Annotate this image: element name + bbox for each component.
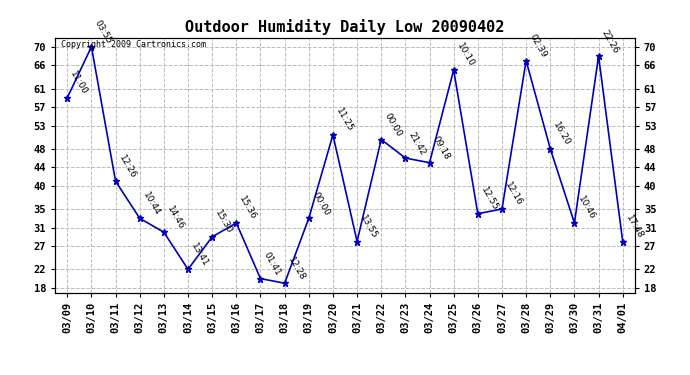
Text: 15:30: 15:30 [214, 209, 235, 236]
Text: 10:10: 10:10 [455, 42, 476, 69]
Text: 12:16: 12:16 [504, 181, 524, 208]
Text: 12:26: 12:26 [117, 153, 137, 180]
Text: 22:26: 22:26 [600, 28, 620, 55]
Text: 00:00: 00:00 [310, 190, 331, 217]
Text: 17:48: 17:48 [624, 213, 644, 240]
Text: 11:00: 11:00 [69, 69, 90, 96]
Text: 11:25: 11:25 [335, 106, 355, 134]
Text: 12:28: 12:28 [286, 255, 306, 282]
Text: 14:46: 14:46 [166, 204, 186, 231]
Text: 10:44: 10:44 [141, 190, 161, 217]
Text: 10:46: 10:46 [576, 195, 596, 222]
Text: 01:41: 01:41 [262, 251, 282, 277]
Text: 12:55: 12:55 [480, 186, 500, 212]
Text: 15:36: 15:36 [238, 195, 259, 222]
Text: 21:42: 21:42 [407, 130, 427, 157]
Text: 16:20: 16:20 [552, 121, 572, 147]
Text: 09:18: 09:18 [431, 134, 452, 161]
Text: Copyright 2009 Cartronics.com: Copyright 2009 Cartronics.com [61, 40, 206, 49]
Text: 13:55: 13:55 [359, 213, 380, 240]
Title: Outdoor Humidity Daily Low 20090402: Outdoor Humidity Daily Low 20090402 [186, 19, 504, 35]
Text: 02:39: 02:39 [528, 33, 548, 59]
Text: 00:00: 00:00 [383, 111, 404, 138]
Text: 03:55: 03:55 [93, 18, 114, 45]
Text: 13:41: 13:41 [190, 241, 210, 268]
